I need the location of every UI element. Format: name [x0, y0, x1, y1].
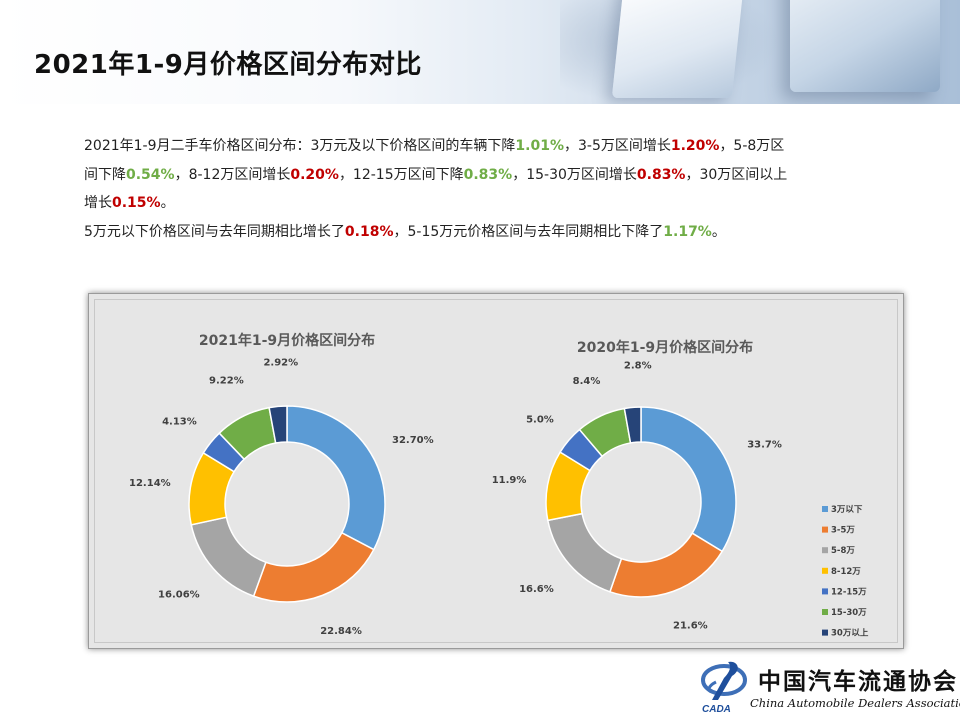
- legend-label: 8-12万: [831, 567, 861, 577]
- highlight-value: 0.83%: [463, 166, 513, 183]
- slice-data-label: 21.6%: [673, 620, 708, 631]
- slice-data-label: 12.14%: [129, 478, 171, 489]
- slice-data-label: 33.7%: [747, 439, 782, 450]
- summary-text-segment: 5万元以下价格区间与去年同期相比增长了: [84, 223, 345, 240]
- legend-label: 15-30万: [831, 608, 867, 618]
- logo-name-cn: 中国汽车流通协会: [758, 668, 958, 695]
- cada-logo: CADA 中国汽车流通协会 China Automobile Dealers A…: [698, 656, 960, 716]
- charts-canvas: 2021年1-9月价格区间分布 32.70% 22.84% 16.06% 12.14% 4…: [129, 332, 869, 639]
- legend-swatch: [822, 506, 828, 512]
- header-banner: [0, 0, 960, 104]
- legend-swatch: [822, 609, 828, 615]
- highlight-value: 0.83%: [636, 166, 686, 183]
- highlight-value: 1.01%: [515, 138, 564, 154]
- page-title: 2021年1-9月价格区间分布对比: [34, 50, 422, 80]
- legend-swatch: [822, 567, 828, 574]
- summary-line: 增长0.15%。: [84, 189, 884, 218]
- summary-text: 2021年1-9月二手车价格区间分布：3万元及以下价格区间的车辆下降1.01%，…: [84, 132, 884, 246]
- legend-label: 3-5万: [831, 526, 855, 536]
- summary-text-segment: ，5-15万元价格区间与去年同期相比下降了: [393, 223, 664, 240]
- legend-swatch: [822, 526, 828, 533]
- logo-name-en: China Automobile Dealers Association: [750, 696, 960, 710]
- slice-data-label: 8.4%: [573, 376, 601, 387]
- highlight-value: 1.17%: [663, 223, 712, 240]
- chart-title: 2021年1-9月价格区间分布: [199, 332, 375, 349]
- summary-text-segment: ，15-30万区间增长: [512, 166, 637, 183]
- summary-text-segment: ，8-12万区间增长: [174, 166, 291, 183]
- highlight-value: 0.54%: [126, 166, 175, 183]
- summary-line: 5万元以下价格区间与去年同期相比增长了0.18%，5-15万元价格区间与去年同期…: [84, 218, 884, 247]
- donut-slice-3万以下: [640, 406, 737, 553]
- slice-data-label: 16.6%: [519, 584, 554, 595]
- chart-title: 2020年1-9月价格区间分布: [577, 339, 753, 356]
- chart-area: 2021年1-9月价格区间分布 32.70% 22.84% 16.06% 12.14% 4…: [94, 299, 898, 643]
- chart-legend: 3万以下 3-5万 5-8万 8-12万 12-15万 15-30万 30万以上: [822, 505, 869, 639]
- summary-text-segment: ，12-15万区间下降: [338, 166, 464, 183]
- slice-data-label: 9.22%: [209, 376, 244, 387]
- legend-label: 30万以上: [831, 628, 869, 639]
- cada-logo-icon: CADA: [701, 661, 747, 715]
- summary-text-segment: 2021年1-9月二手车价格区间分布：3万元及以下价格区间的车辆下降: [84, 138, 516, 154]
- donut-slice-30万以上: [268, 405, 288, 444]
- highlight-value: 0.18%: [344, 223, 394, 240]
- slice-data-label: 2.8%: [624, 360, 652, 371]
- donut-slice-3-5万: [608, 532, 724, 598]
- summary-text-segment: 增长: [84, 195, 112, 211]
- slice-data-label: 11.9%: [492, 475, 527, 486]
- summary-text-segment: ，5-8万区: [719, 138, 785, 154]
- donut-slice-5-8万: [190, 516, 267, 598]
- chart-frame: 2021年1-9月价格区间分布 32.70% 22.84% 16.06% 12.14% 4…: [88, 293, 904, 649]
- donut-slice-3万以下: [286, 405, 386, 551]
- donut-slice-3-5万: [252, 531, 375, 603]
- summary-line: 2021年1-9月二手车价格区间分布：3万元及以下价格区间的车辆下降1.01%，…: [84, 132, 884, 161]
- summary-text-segment: 。: [711, 223, 726, 240]
- legend-swatch: [822, 629, 828, 636]
- donut-slice-5-8万: [546, 512, 623, 593]
- slice-data-label: 16.06%: [158, 590, 200, 601]
- summary-text-segment: ，30万区间以上: [685, 166, 788, 183]
- slice-data-label: 32.70%: [392, 435, 434, 446]
- legend-label: 12-15万: [831, 587, 867, 597]
- highlight-value: 1.20%: [670, 138, 720, 154]
- cube-decoration: [611, 0, 745, 98]
- highlight-value: 0.15%: [112, 195, 161, 211]
- slice-data-label: 22.84%: [320, 626, 362, 637]
- legend-swatch: [822, 588, 828, 595]
- slice-data-label: 4.13%: [162, 417, 197, 428]
- cube-decoration: [790, 0, 940, 92]
- slice-data-label: 5.0%: [526, 415, 554, 426]
- highlight-value: 0.20%: [290, 166, 339, 183]
- legend-label: 5-8万: [831, 546, 855, 556]
- donut-slice-30万以上: [623, 406, 642, 444]
- summary-text-segment: ，3-5万区间增长: [563, 138, 671, 154]
- legend-label: 3万以下: [831, 505, 863, 515]
- summary-line: 间下降0.54%，8-12万区间增长0.20%，12-15万区间下降0.83%，…: [84, 161, 884, 190]
- legend-swatch: [822, 547, 828, 554]
- slice-data-label: 2.92%: [263, 358, 298, 369]
- donut-chart-1: 2021年1-9月价格区间分布 32.70% 22.84% 16.06% 12.14% 4…: [129, 332, 434, 637]
- donut-chart-2: 2020年1-9月价格区间分布 33.7% 21.6% 16.6% 11.9% 5.0% 8…: [492, 339, 782, 631]
- summary-text-segment: 。: [160, 195, 175, 211]
- logo-mark-text: CADA: [702, 704, 731, 715]
- summary-text-segment: 间下降: [84, 166, 126, 183]
